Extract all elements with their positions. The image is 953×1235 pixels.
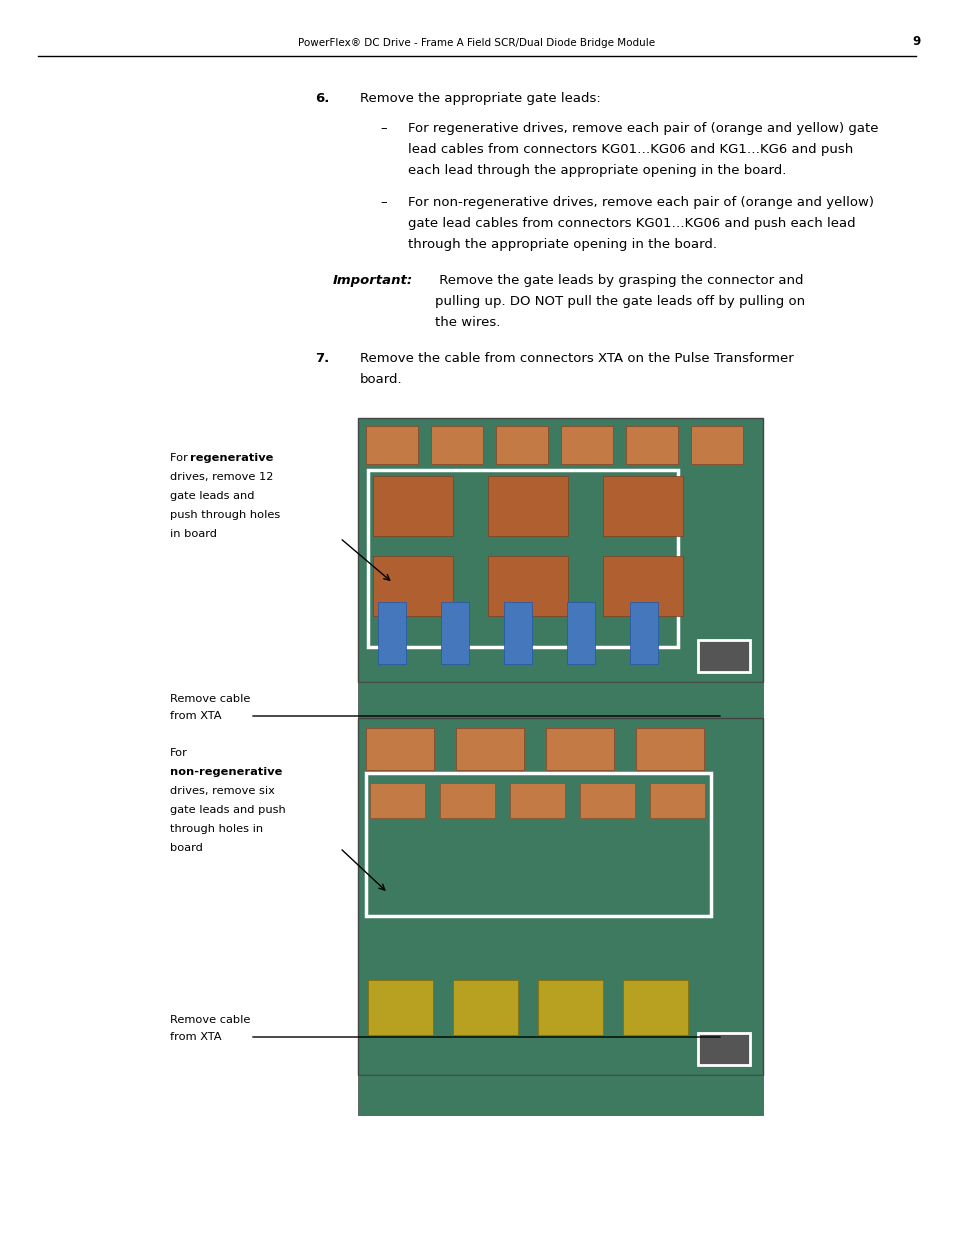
Bar (496, 426, 547, 464)
Text: For: For (170, 748, 188, 758)
Text: push through holes: push through holes (170, 510, 280, 520)
Bar (431, 426, 482, 464)
Bar (636, 727, 703, 769)
Text: PowerFlex® DC Drive - Frame A Field SCR/Dual Diode Bridge Module: PowerFlex® DC Drive - Frame A Field SCR/… (298, 38, 655, 48)
Bar (566, 601, 595, 664)
Bar (602, 475, 682, 536)
Bar (629, 601, 658, 664)
Bar (690, 426, 742, 464)
Bar (698, 640, 749, 672)
Bar (456, 727, 523, 769)
Bar (370, 783, 424, 818)
Bar (373, 475, 453, 536)
Text: board: board (170, 844, 203, 853)
Text: the wires.: the wires. (435, 316, 500, 329)
Text: Remove the appropriate gate leads:: Remove the appropriate gate leads: (359, 91, 600, 105)
Text: gate leads and push: gate leads and push (170, 805, 286, 815)
Bar (366, 773, 710, 916)
Text: from XTA: from XTA (170, 711, 221, 721)
Bar (510, 783, 564, 818)
Text: non-regenerative: non-regenerative (170, 767, 282, 777)
Bar (357, 417, 762, 682)
Bar (602, 556, 682, 616)
Text: drives, remove 12: drives, remove 12 (170, 472, 274, 482)
Text: regenerative: regenerative (190, 453, 274, 463)
Text: 9: 9 (911, 35, 920, 48)
Bar (579, 783, 635, 818)
Bar (503, 601, 532, 664)
Text: board.: board. (359, 373, 402, 387)
Text: Remove cable: Remove cable (170, 1015, 250, 1025)
Bar (357, 1074, 762, 1115)
Bar (537, 981, 602, 1035)
Text: pulling up. DO NOT pull the gate leads off by pulling on: pulling up. DO NOT pull the gate leads o… (435, 295, 804, 308)
Text: through holes in: through holes in (170, 824, 263, 834)
Bar (560, 426, 613, 464)
Bar (368, 981, 433, 1035)
Text: Remove the cable from connectors XTA on the Pulse Transformer: Remove the cable from connectors XTA on … (359, 352, 793, 366)
Bar (366, 426, 417, 464)
Bar (698, 1032, 749, 1065)
Text: For regenerative drives, remove each pair of (orange and yellow) gate: For regenerative drives, remove each pai… (408, 122, 878, 135)
Text: from XTA: from XTA (170, 1032, 221, 1042)
Bar (366, 727, 434, 769)
Text: Remove the gate leads by grasping the connector and: Remove the gate leads by grasping the co… (435, 274, 802, 287)
Bar (488, 475, 567, 536)
Text: gate leads and: gate leads and (170, 492, 254, 501)
Text: lead cables from connectors KG01…KG06 and KG1…KG6 and push: lead cables from connectors KG01…KG06 an… (408, 143, 852, 156)
Text: Important:: Important: (333, 274, 413, 287)
Bar (377, 601, 406, 664)
Text: 6.: 6. (314, 91, 329, 105)
Bar (625, 426, 678, 464)
Bar (357, 682, 762, 732)
Text: drives, remove six: drives, remove six (170, 785, 274, 797)
Bar (545, 727, 614, 769)
Bar (622, 981, 687, 1035)
Text: For non-regenerative drives, remove each pair of (orange and yellow): For non-regenerative drives, remove each… (408, 196, 873, 209)
Bar (357, 718, 762, 1074)
Bar (368, 471, 678, 647)
Text: For: For (170, 453, 192, 463)
Bar (649, 783, 704, 818)
Text: 7.: 7. (314, 352, 329, 366)
Bar (373, 556, 453, 616)
Text: –: – (379, 122, 386, 135)
Bar (488, 556, 567, 616)
Bar (440, 601, 469, 664)
Text: gate lead cables from connectors KG01…KG06 and push each lead: gate lead cables from connectors KG01…KG… (408, 217, 855, 230)
Bar (453, 981, 517, 1035)
Bar (439, 783, 495, 818)
Text: each lead through the appropriate opening in the board.: each lead through the appropriate openin… (408, 164, 785, 177)
Text: through the appropriate opening in the board.: through the appropriate opening in the b… (408, 238, 717, 251)
Text: –: – (379, 196, 386, 209)
Text: in board: in board (170, 529, 216, 538)
Text: Remove cable: Remove cable (170, 694, 250, 704)
